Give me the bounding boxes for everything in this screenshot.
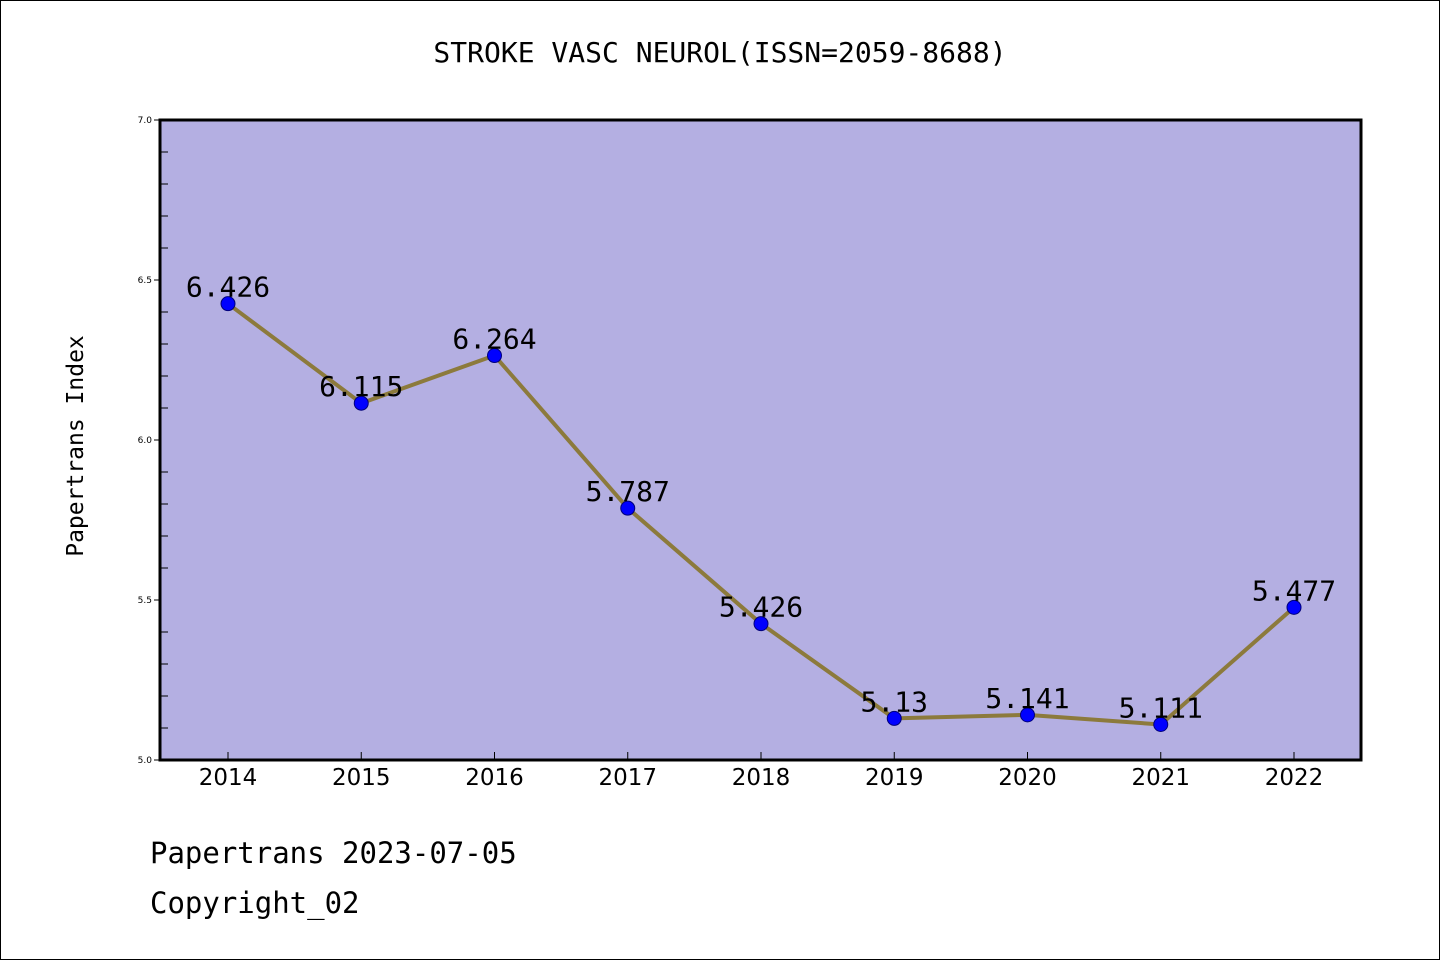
series: 6.426 6.115 6.264 5.787 5.426 5.13 5.141 5.111 5… [186, 271, 1336, 732]
footer-copyright: Copyright_02 [150, 886, 360, 920]
y-tick-label: 6.0 [138, 436, 153, 446]
x-tick-label: 2019 [865, 765, 924, 791]
data-point-marker [1153, 716, 1169, 732]
data-label: 5.787 [586, 475, 670, 508]
data-point-marker [487, 348, 502, 364]
y-tick-label: 7.0 [138, 116, 153, 126]
data-point-marker [220, 296, 236, 312]
data-label: 6.264 [452, 323, 536, 356]
data-label: 5.141 [985, 682, 1069, 715]
plot-border [158, 118, 1363, 762]
x-tick-label: 2018 [732, 765, 791, 791]
footer-date: Papertrans 2023-07-05 [150, 836, 517, 870]
data-label: 5.477 [1252, 574, 1336, 607]
x-tick-label: 2014 [199, 765, 258, 791]
data-point-marker [620, 500, 636, 516]
y-tick-label: 5.5 [138, 596, 152, 606]
plot-area [160, 120, 1361, 760]
x-axis: 2014 2015 2016 2017 2018 2019 2020 2021 2022 [199, 752, 1324, 791]
x-tick-label: 2015 [332, 765, 391, 791]
y-axis: 5.0 5.5 6.0 6.5 7.0 [138, 116, 168, 766]
x-tick-label: 2016 [465, 765, 524, 791]
data-point-marker [1020, 707, 1035, 723]
data-label: 6.115 [319, 370, 403, 403]
data-point-marker [353, 395, 369, 411]
y-tick-label: 5.0 [138, 756, 153, 766]
x-tick-label: 2021 [1131, 765, 1190, 791]
x-tick-label: 2022 [1265, 765, 1324, 791]
data-label: 5.426 [719, 591, 803, 624]
y-tick-label: 6.5 [138, 276, 152, 286]
x-tick-label: 2017 [598, 765, 657, 791]
x-tick-label: 2020 [998, 765, 1057, 791]
data-label: 6.426 [186, 271, 270, 304]
data-point-marker [753, 616, 769, 632]
data-label: 5.13 [861, 685, 928, 718]
data-point-marker [886, 710, 902, 726]
chart-title: STROKE VASC NEUROL(ISSN=2059-8688) [433, 36, 1007, 69]
data-label: 5.111 [1119, 691, 1203, 724]
data-point-marker [1286, 599, 1302, 615]
